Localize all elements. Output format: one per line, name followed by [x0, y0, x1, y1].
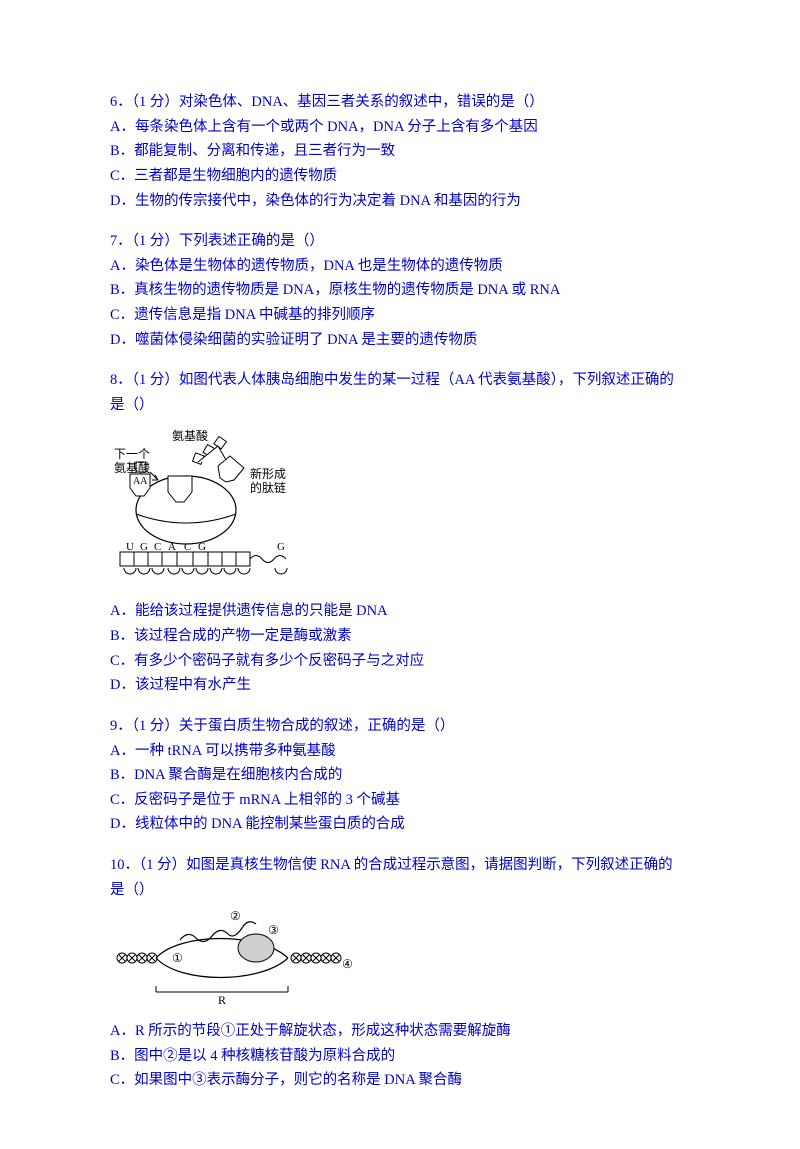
q9-option-c: C．反密码子是位于 mRNA 上相邻的 3 个碱基	[110, 788, 690, 813]
q8-label-right-bottom: 的肽链	[250, 480, 286, 495]
q10-label-r: R	[218, 993, 226, 1006]
q8-option-b: B．该过程合成的产物一定是酶或激素	[110, 624, 690, 649]
q6-option-a: A．每条染色体上含有一个或两个 DNA，DNA 分子上含有多个基因	[110, 115, 690, 140]
q8-codon-1: G	[140, 541, 148, 553]
q8-option-d: D．该过程中有水产生	[110, 673, 690, 698]
q8-codon-0: U	[126, 541, 134, 553]
q10-label-3: ③	[268, 923, 279, 937]
q8-stem-a: 8．（1 分）如图代表人体胰岛细胞中发生的某一过程（AA 代表氨基酸），下列叙述…	[110, 368, 690, 393]
question-7: 7．（1 分）下列表述正确的是（） A．染色体是生物体的遗传物质，DNA 也是生…	[110, 229, 690, 352]
question-6: 6．（1 分）对染色体、DNA、基因三者关系的叙述中，错误的是（） A．每条染色…	[110, 90, 690, 213]
q10-option-b: B．图中②是以 4 种核糖核苷酸为原料合成的	[110, 1044, 690, 1069]
q9-option-a: A．一种 tRNA 可以携带多种氨基酸	[110, 739, 690, 764]
q7-stem: 7．（1 分）下列表述正确的是（）	[110, 229, 690, 254]
q10-option-a: A．R 所示的节段①正处于解旋状态，形成这种状态需要解旋酶	[110, 1019, 690, 1044]
q8-aa-label: AA	[133, 476, 148, 487]
q8-diagram: U G C A C G G AA	[110, 422, 690, 596]
q8-label-left-bottom: 氨基酸	[114, 460, 150, 475]
q10-stem-b: 是（）	[110, 878, 690, 903]
q8-option-a: A．能给该过程提供遗传信息的只能是 DNA	[110, 599, 690, 624]
q10-label-1: ①	[172, 951, 183, 965]
question-8: 8．（1 分）如图代表人体胰岛细胞中发生的某一过程（AA 代表氨基酸），下列叙述…	[110, 368, 690, 697]
q9-stem: 9．（1 分）关于蛋白质生物合成的叙述，正确的是（）	[110, 714, 690, 739]
q7-option-a: A．染色体是生物体的遗传物质，DNA 也是生物体的遗传物质	[110, 254, 690, 279]
q6-option-c: C．三者都是生物细胞内的遗传物质	[110, 164, 690, 189]
q9-option-b: B．DNA 聚合酶是在细胞核内合成的	[110, 763, 690, 788]
q8-label-right-top: 新形成	[250, 466, 286, 481]
q10-stem-a: 10．（1 分）如图是真核生物信使 RNA 的合成过程示意图，请据图判断，下列叙…	[110, 853, 690, 878]
q8-stem-b: 是（）	[110, 393, 690, 418]
q6-option-d: D．生物的传宗接代中，染色体的行为决定着 DNA 和基因的行为	[110, 189, 690, 214]
q9-option-d: D．线粒体中的 DNA 能控制某些蛋白质的合成	[110, 812, 690, 837]
q8-label-center-top: 氨基酸	[172, 428, 208, 443]
q10-label-4: ④	[342, 957, 353, 971]
q10-label-2: ②	[230, 909, 241, 923]
q8-option-c: C．有多少个密码子就有多少个反密码子与之对应	[110, 649, 690, 674]
q8-last-codon: G	[277, 541, 285, 553]
q7-option-d: D．噬菌体侵染细菌的实验证明了 DNA 是主要的遗传物质	[110, 328, 690, 353]
q10-option-c: C．如果图中③表示酶分子，则它的名称是 DNA 聚合酶	[110, 1068, 690, 1093]
q6-stem: 6．（1 分）对染色体、DNA、基因三者关系的叙述中，错误的是（）	[110, 90, 690, 115]
q6-option-b: B．都能复制、分离和传递，且三者行为一致	[110, 139, 690, 164]
question-9: 9．（1 分）关于蛋白质生物合成的叙述，正确的是（） A．一种 tRNA 可以携…	[110, 714, 690, 837]
q8-label-left-top: 下一个	[114, 447, 150, 461]
q10-diagram: ① ② ③ ④	[110, 906, 690, 1015]
q7-option-c: C．遗传信息是指 DNA 中碱基的排列顺序	[110, 303, 690, 328]
question-10: 10．（1 分）如图是真核生物信使 RNA 的合成过程示意图，请据图判断，下列叙…	[110, 853, 690, 1093]
q7-option-b: B．真核生物的遗传物质是 DNA，原核生物的遗传物质是 DNA 或 RNA	[110, 278, 690, 303]
q8-codon-2: C	[154, 541, 161, 553]
